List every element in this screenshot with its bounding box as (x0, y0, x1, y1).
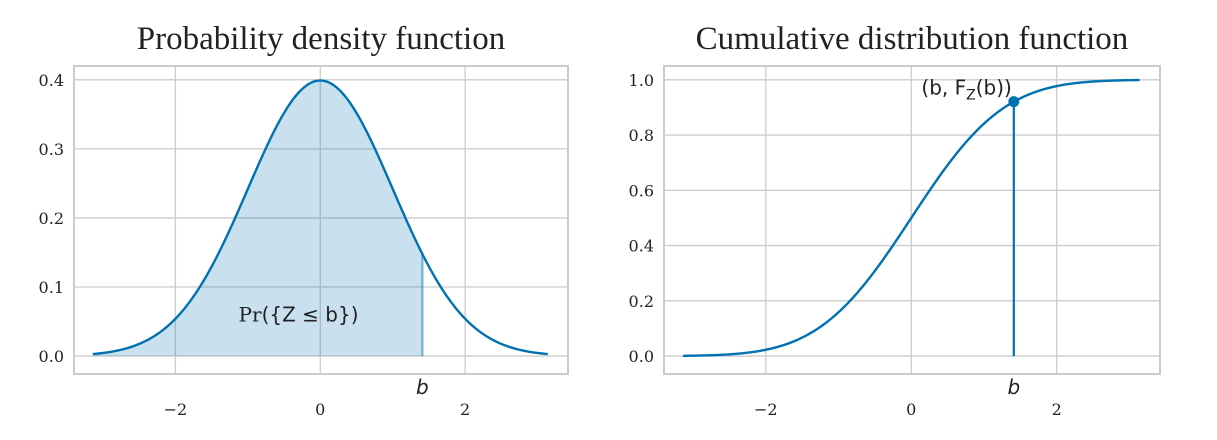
shaded-area (92, 80, 423, 357)
x-tick-label: 0 (315, 400, 325, 419)
axes-frame (73, 65, 569, 375)
b-label: b (1007, 375, 1020, 399)
y-tick-label: 1.0 (629, 71, 654, 90)
pdf-title: Probability density function (137, 21, 505, 57)
series-line (92, 79, 548, 356)
x-tick-label: 2 (460, 400, 470, 419)
y-tick-label: 0.0 (629, 347, 654, 366)
y-tick-label: 0.8 (629, 126, 654, 145)
x-tick-label: −2 (164, 400, 188, 419)
annotation-prefix: Pr (239, 303, 262, 327)
point-label-close: (b)) (976, 76, 1012, 100)
cdf-chart: Cumulative distribution function −2 0 2 0.0… (629, 21, 1161, 419)
x-tick-label: 0 (906, 400, 916, 419)
y-tick-label: 0.1 (39, 278, 64, 297)
y-tick-label: 0.6 (629, 181, 654, 200)
y-tick-label: 0.3 (39, 140, 64, 159)
pdf-chart: Probability density function −2 0 2 0.0 0.1 0… (39, 21, 569, 419)
b-label: b (416, 375, 429, 399)
annotation-probability: Pr({Z ≤ b}) (239, 303, 359, 327)
y-tick-label: 0.2 (629, 292, 654, 311)
y-tick-label: 0.2 (39, 209, 64, 228)
series-line (682, 78, 1140, 358)
y-tick-label: 0.0 (39, 347, 64, 366)
point-marker (1008, 96, 1020, 108)
point-label-sub: Z (966, 88, 976, 104)
cdf-title: Cumulative distribution function (696, 21, 1129, 57)
axes-frame (663, 65, 1161, 375)
y-tick-label: 0.4 (629, 237, 654, 256)
x-tick-label: 2 (1052, 400, 1062, 419)
x-tick-label: −2 (754, 400, 778, 419)
y-tick-label: 0.4 (39, 71, 64, 90)
point-label: (b, FZ(b)) (921, 76, 1011, 104)
annotation-text: ({Z ≤ b}) (262, 303, 359, 327)
point-label-open: (b, F (921, 76, 966, 100)
